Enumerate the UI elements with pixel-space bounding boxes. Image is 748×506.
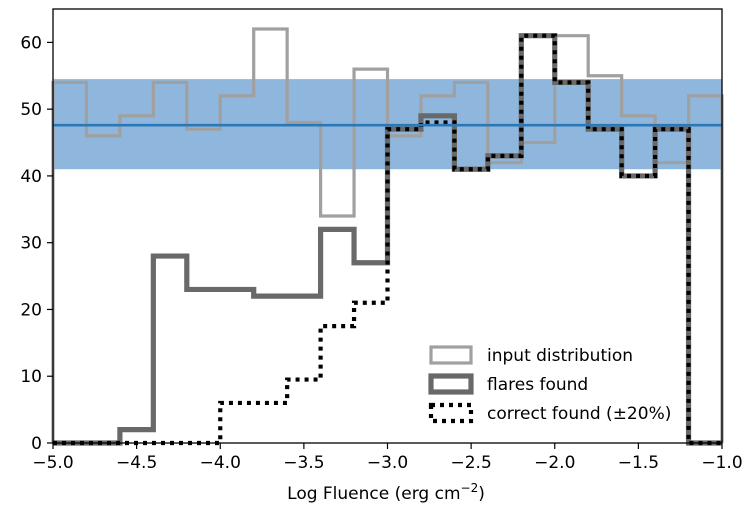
legend-label-3: correct found (±20%) xyxy=(487,404,671,424)
legend-swatch-3 xyxy=(428,402,474,424)
y-tick-label: 20 xyxy=(20,300,42,320)
x-axis-label-close: ) xyxy=(478,484,485,504)
x-axis-label-main: Log Fluence (erg cm xyxy=(287,484,460,504)
x-tick-label: −5.0 xyxy=(32,453,73,473)
x-tick-label: −1.0 xyxy=(701,453,742,473)
y-tick-label: 40 xyxy=(20,167,42,187)
series-1-step-line xyxy=(51,27,724,443)
legend: input distribution flares found correct fo… xyxy=(428,345,671,424)
x-tick-label: −4.0 xyxy=(200,453,241,473)
y-tick-label: 0 xyxy=(31,434,42,454)
series-layer xyxy=(51,27,724,446)
x-axis-label-superscript: −2 xyxy=(461,481,479,495)
x-axis-label: Log Fluence (erg cm−2) xyxy=(287,481,485,504)
legend-label-2: flares found xyxy=(487,375,588,395)
y-tick-label: 50 xyxy=(20,100,42,120)
y-tick-label: 10 xyxy=(20,367,42,387)
legend-swatch-2 xyxy=(428,373,474,395)
legend-swatch-1 xyxy=(429,345,473,365)
y-tick-label: 60 xyxy=(20,33,42,53)
x-tick-label: −2.5 xyxy=(450,453,491,473)
x-tick-label: −4.5 xyxy=(116,453,157,473)
axes: −5.0 −4.5 −4.0 −3.5 −3.0 −2.5 −2.0 −1.5 −1.0 0 10 2… xyxy=(20,8,743,473)
x-tick-label: −3.0 xyxy=(367,453,408,473)
x-tick-label: −3.5 xyxy=(283,453,324,473)
y-tick-label: 30 xyxy=(20,234,42,254)
x-tick-label: −1.5 xyxy=(618,453,659,473)
legend-label-1: input distribution xyxy=(487,346,633,366)
x-tick-label: −2.0 xyxy=(534,453,575,473)
